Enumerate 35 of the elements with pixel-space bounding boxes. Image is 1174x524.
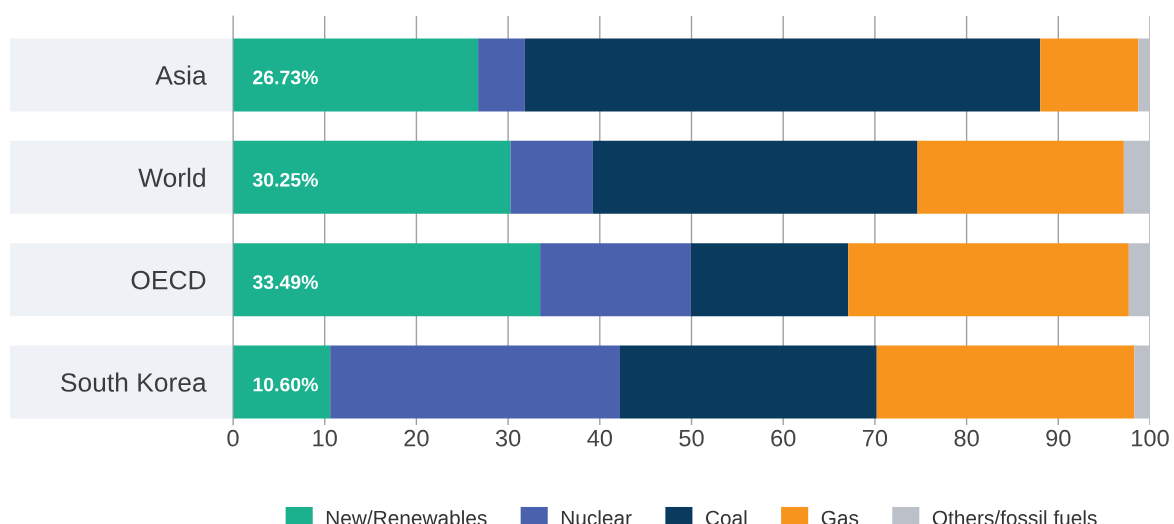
bar [690, 243, 849, 317]
x-tick-label: 50 [679, 429, 704, 447]
bar [1134, 345, 1150, 419]
x-tick-label: 70 [862, 429, 888, 447]
data-label: 26.73% [253, 70, 318, 85]
bar [917, 140, 1124, 214]
x-tick-label: 80 [954, 429, 979, 447]
x-tick-label: 100 [1132, 429, 1169, 447]
bar [848, 243, 1129, 317]
bar [1138, 38, 1150, 112]
bar [524, 38, 1041, 112]
x-tick-label: 10 [313, 429, 337, 447]
x-tick-label: 90 [1046, 429, 1071, 447]
bar [1128, 243, 1150, 317]
x-tick-label: 60 [771, 429, 796, 447]
x-tick-label: 0 [227, 429, 239, 447]
x-tick-label: 40 [587, 429, 613, 447]
data-label: 30.25% [252, 172, 318, 187]
y-tick-label: Asia [155, 65, 207, 85]
bar [540, 243, 691, 317]
bar [330, 345, 620, 419]
y-tick-label: OECD [131, 270, 206, 290]
data-label: 33.49% [252, 275, 318, 290]
bar [592, 140, 918, 214]
bar [1123, 140, 1150, 214]
bar [478, 38, 525, 112]
x-tick-label: 30 [495, 429, 521, 447]
x-tick-label: 20 [404, 429, 429, 447]
bar [876, 345, 1135, 419]
y-tick-label: World [138, 167, 205, 188]
bar [510, 140, 593, 214]
bar [1040, 38, 1139, 112]
bar [619, 345, 877, 419]
y-tick-label: South Korea [61, 372, 207, 392]
data-label: 10.60% [253, 377, 318, 392]
